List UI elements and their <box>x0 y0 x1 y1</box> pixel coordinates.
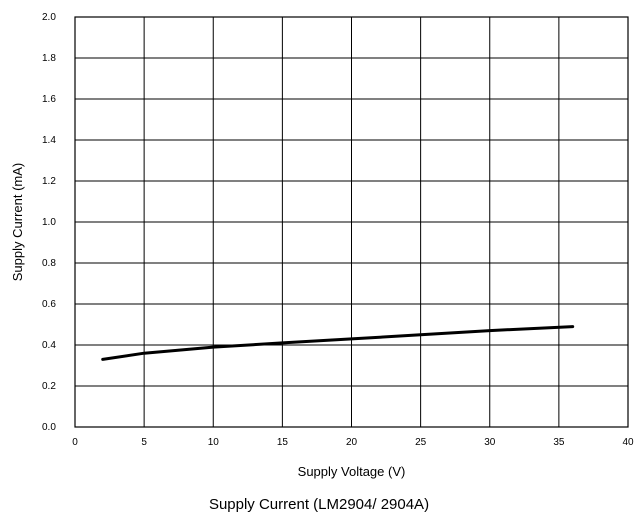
y-tick-label: 0.6 <box>42 299 56 310</box>
x-tick-label: 5 <box>141 437 147 448</box>
y-tick-label: 0.4 <box>42 340 56 351</box>
x-tick-label: 35 <box>553 437 565 448</box>
grid <box>74 16 629 428</box>
x-tick-label: 15 <box>277 437 289 448</box>
supply-current-curve <box>101 325 575 361</box>
x-tick-label: 30 <box>484 437 496 448</box>
y-tick-labels: 0.0 0.2 0.4 0.6 0.8 1.0 1.2 1.4 1.6 1.8 2.0 <box>42 12 56 433</box>
series <box>101 325 575 361</box>
x-tick-label: 20 <box>346 437 358 448</box>
x-tick-label: 0 <box>72 437 78 448</box>
plot-frame <box>74 16 629 428</box>
x-tick-label: 40 <box>622 437 634 448</box>
x-tick-label: 25 <box>415 437 427 448</box>
y-axis-title: Supply Current (mA) <box>10 163 25 281</box>
y-tick-label: 1.6 <box>42 94 56 105</box>
y-tick-label: 1.8 <box>42 53 56 64</box>
y-tick-label: 1.4 <box>42 135 56 146</box>
y-tick-label: 0.8 <box>42 258 56 269</box>
chart-caption: Supply Current (LM2904/ 2904A) <box>208 496 430 513</box>
y-tick-label: 0.0 <box>42 422 56 433</box>
y-tick-label: 0.2 <box>42 381 56 392</box>
y-tick-label: 1.0 <box>42 217 56 228</box>
x-axis-title: Supply Voltage (V) <box>298 464 406 479</box>
x-tick-labels: 0 5 10 15 20 25 30 35 40 <box>72 437 634 448</box>
y-tick-label: 1.2 <box>42 176 56 187</box>
x-tick-label: 10 <box>208 437 220 448</box>
y-tick-label: 2.0 <box>42 12 56 23</box>
